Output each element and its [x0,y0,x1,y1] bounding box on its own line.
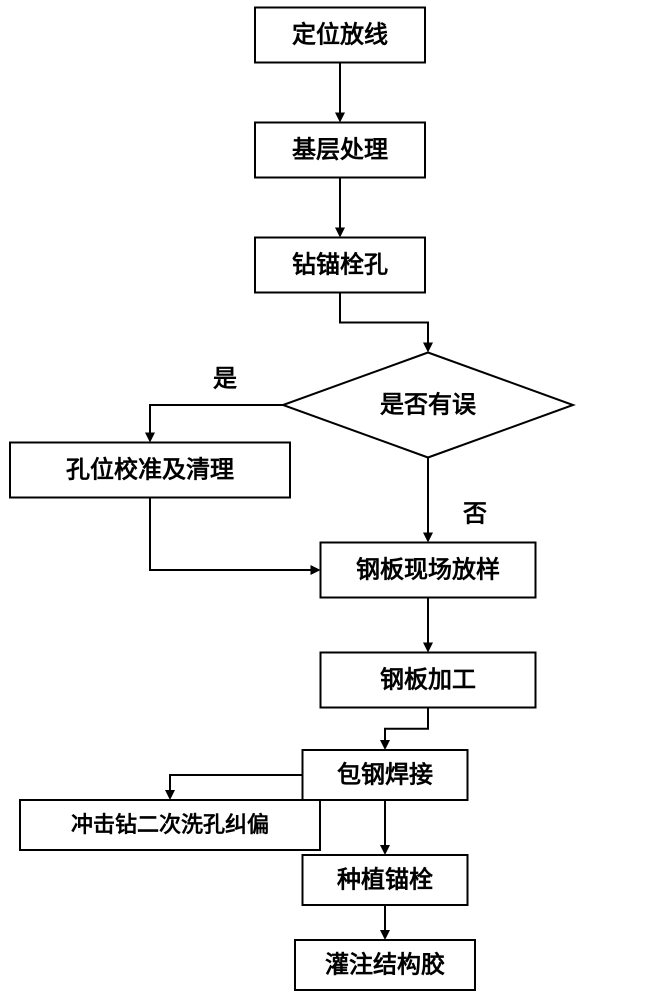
node-label: 钢板现场放样 [356,555,500,583]
node-label: 孔位校准及清理 [66,455,234,483]
node-label: 基层处理 [292,136,388,163]
node-label: 包钢焊接 [337,760,433,788]
node-label: 灌注结构胶 [325,950,445,978]
flowchart: 否 是 定位放线基层处理钻锚栓孔是否有误孔位校准及清理钢板现场放样钢板加工包钢焊接冲… [0,0,671,1000]
edge-label: 是 [213,365,237,392]
edge-label: 否 [462,500,487,527]
node-label: 种植锚栓 [337,865,433,893]
node-label: 钢板加工 [380,666,476,693]
node-label: 钻锚栓孔 [292,251,388,278]
node-label: 冲击钻二次洗孔纠偏 [71,812,269,837]
node-label: 定位放线 [292,20,388,48]
node-label: 是否有误 [380,391,477,418]
